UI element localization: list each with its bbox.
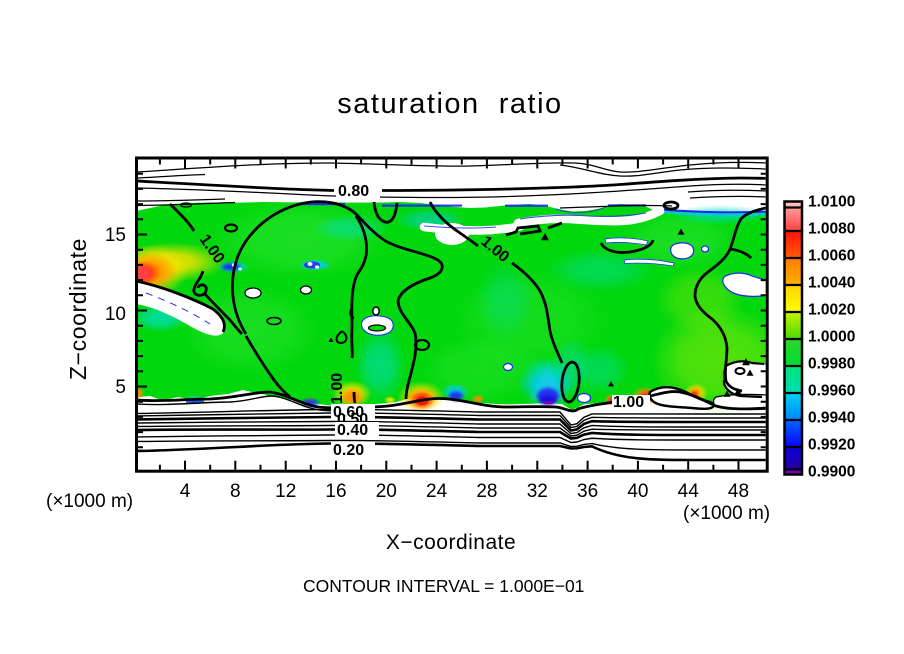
svg-text:1.0020: 1.0020 <box>808 302 855 319</box>
svg-text:X−coordinate: X−coordinate <box>386 531 516 554</box>
svg-text:0.9940: 0.9940 <box>808 410 855 427</box>
svg-text:32: 32 <box>527 481 548 502</box>
svg-text:8: 8 <box>230 481 241 502</box>
svg-text:16: 16 <box>325 481 346 502</box>
svg-text:0.60: 0.60 <box>333 404 364 421</box>
svg-text:saturation ratio: saturation ratio <box>337 88 562 120</box>
svg-text:(×1000 m): (×1000 m) <box>683 503 770 524</box>
svg-text:20: 20 <box>376 481 397 502</box>
svg-text:4: 4 <box>180 481 191 502</box>
svg-text:0.20: 0.20 <box>333 442 364 459</box>
svg-text:1.00: 1.00 <box>329 373 346 404</box>
svg-text:0.80: 0.80 <box>338 183 369 200</box>
svg-text:1.0100: 1.0100 <box>808 194 855 211</box>
svg-text:CONTOUR INTERVAL = 1.000E−01: CONTOUR INTERVAL = 1.000E−01 <box>303 576 584 596</box>
svg-text:12: 12 <box>275 481 296 502</box>
svg-text:40: 40 <box>627 481 648 502</box>
svg-text:0.9900: 0.9900 <box>808 464 855 481</box>
svg-text:24: 24 <box>426 481 448 502</box>
svg-text:28: 28 <box>476 481 497 502</box>
svg-text:1.0060: 1.0060 <box>808 248 855 265</box>
svg-text:15: 15 <box>105 225 126 246</box>
svg-text:1.00: 1.00 <box>613 394 644 411</box>
svg-text:48: 48 <box>728 481 749 502</box>
svg-text:44: 44 <box>678 481 700 502</box>
svg-text:5: 5 <box>115 377 126 398</box>
svg-text:(×1000 m): (×1000 m) <box>46 491 133 512</box>
svg-text:0.9960: 0.9960 <box>808 383 855 400</box>
svg-text:0.9980: 0.9980 <box>808 356 855 373</box>
svg-text:Z−coordinate: Z−coordinate <box>65 238 91 380</box>
svg-text:1.0000: 1.0000 <box>808 329 855 346</box>
svg-text:10: 10 <box>105 304 126 325</box>
svg-text:1.0080: 1.0080 <box>808 221 855 238</box>
svg-text:36: 36 <box>577 481 598 502</box>
svg-text:1.0040: 1.0040 <box>808 275 855 292</box>
svg-text:0.40: 0.40 <box>337 422 368 439</box>
svg-text:0.9920: 0.9920 <box>808 437 855 454</box>
